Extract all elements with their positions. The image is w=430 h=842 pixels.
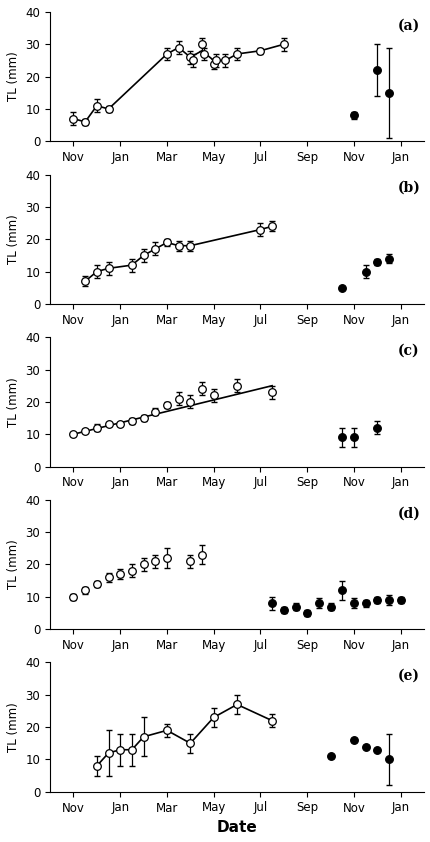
X-axis label: Date: Date: [216, 820, 257, 835]
Text: (e): (e): [397, 669, 419, 683]
Y-axis label: TL (mm): TL (mm): [7, 377, 20, 427]
Text: (c): (c): [397, 344, 418, 358]
Y-axis label: TL (mm): TL (mm): [7, 702, 20, 752]
Text: (a): (a): [397, 19, 419, 32]
Y-axis label: TL (mm): TL (mm): [7, 540, 20, 589]
Text: (d): (d): [397, 506, 420, 520]
Y-axis label: TL (mm): TL (mm): [7, 51, 20, 102]
Text: (b): (b): [397, 181, 420, 195]
Y-axis label: TL (mm): TL (mm): [7, 215, 20, 264]
